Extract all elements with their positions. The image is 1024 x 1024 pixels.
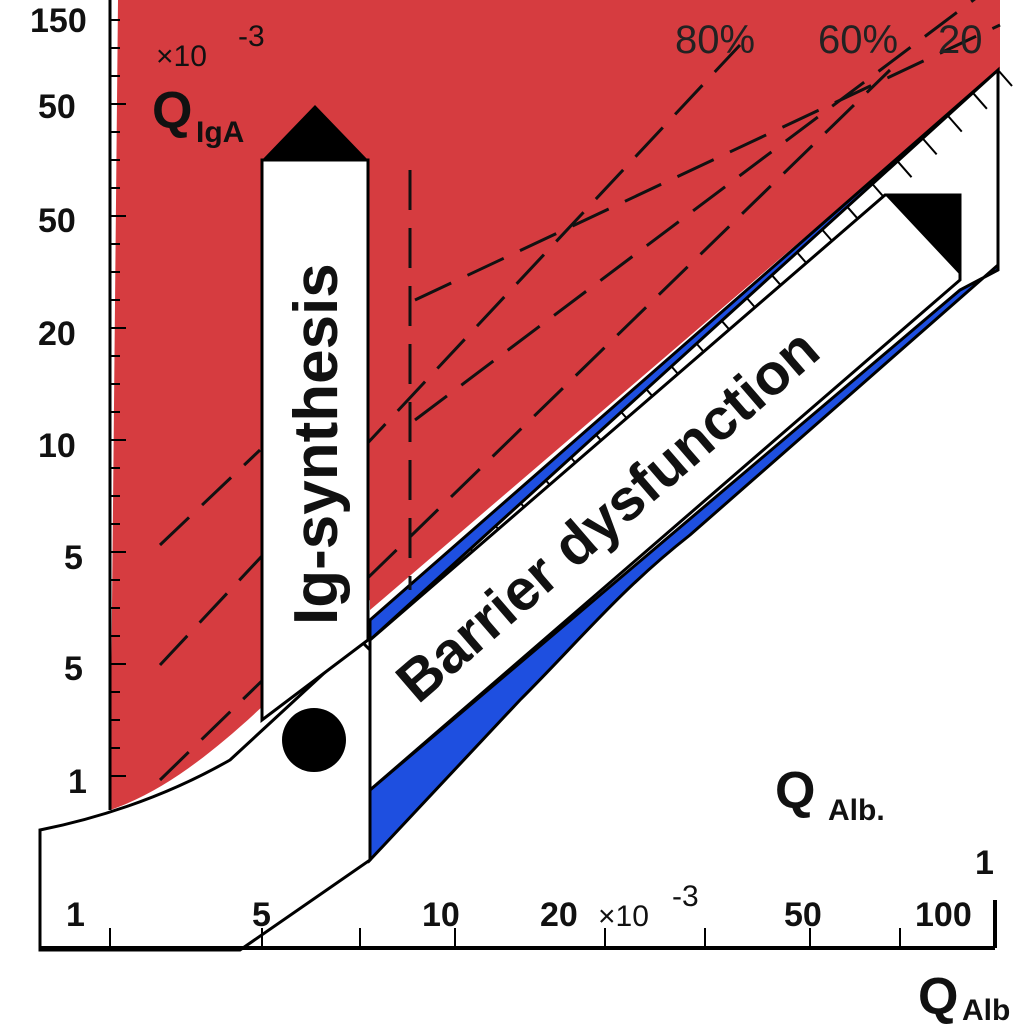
x-corner-label: 1 <box>975 844 994 882</box>
x-tick-label: 1 <box>66 896 85 934</box>
y-tick-label: 5 <box>64 539 83 577</box>
x-tick-labels: 1 5 10 20 ×10 -3 50 100 1 <box>66 844 994 934</box>
x-axis-title: Q <box>918 968 958 1024</box>
y-tick-label: 5 <box>64 650 83 688</box>
normal-region <box>38 637 372 952</box>
percent-label: 60% <box>818 18 898 62</box>
percent-label: 80% <box>675 18 755 62</box>
hatch-line <box>896 160 913 178</box>
inner-qalb-label: Q <box>775 762 815 820</box>
percent-label: 20 <box>938 18 983 62</box>
data-point-dot <box>282 708 346 772</box>
x-unit-label: ×10 <box>598 900 649 933</box>
synthesis-arrowhead <box>262 105 368 160</box>
x-tick-label: 10 <box>422 896 460 934</box>
y-unit-exponent: -3 <box>238 20 265 53</box>
x-tick-label: 5 <box>252 896 271 934</box>
hatch-line <box>997 69 1013 87</box>
y-axis-ticks <box>110 19 126 777</box>
x-unit-exponent: -3 <box>672 880 699 913</box>
hatch-line <box>947 114 963 133</box>
y-tick-labels: 150 50 50 20 10 5 5 1 <box>30 2 87 801</box>
y-unit-label: ×10 <box>156 40 207 73</box>
barrier-arrowhead <box>885 195 960 275</box>
hatch-line <box>972 92 988 110</box>
y-tick-label: 10 <box>38 427 76 465</box>
y-axis-title: Q <box>152 82 192 140</box>
x-tick-label: 50 <box>784 896 822 934</box>
x-axis-title-sub: Alb <box>962 994 1010 1024</box>
y-tick-label: 50 <box>38 88 76 126</box>
y-axis-title-sub: IgA <box>196 116 244 149</box>
synthesis-region-label: Ig-synthesis <box>282 263 351 625</box>
x-tick-label: 20 <box>540 896 578 934</box>
percent-lines <box>158 0 1001 782</box>
x-tick-label: 100 <box>915 896 972 934</box>
y-tick-label: 20 <box>38 315 76 353</box>
y-tick-label: 150 <box>30 2 87 40</box>
y-tick-label: 50 <box>38 202 76 240</box>
y-tick-label: 1 <box>68 763 87 801</box>
inner-qalb-sub: Alb. <box>828 794 885 827</box>
upper-limit-band <box>368 66 1000 864</box>
hatch-line <box>921 137 938 156</box>
x-axis-ticks <box>109 928 996 948</box>
